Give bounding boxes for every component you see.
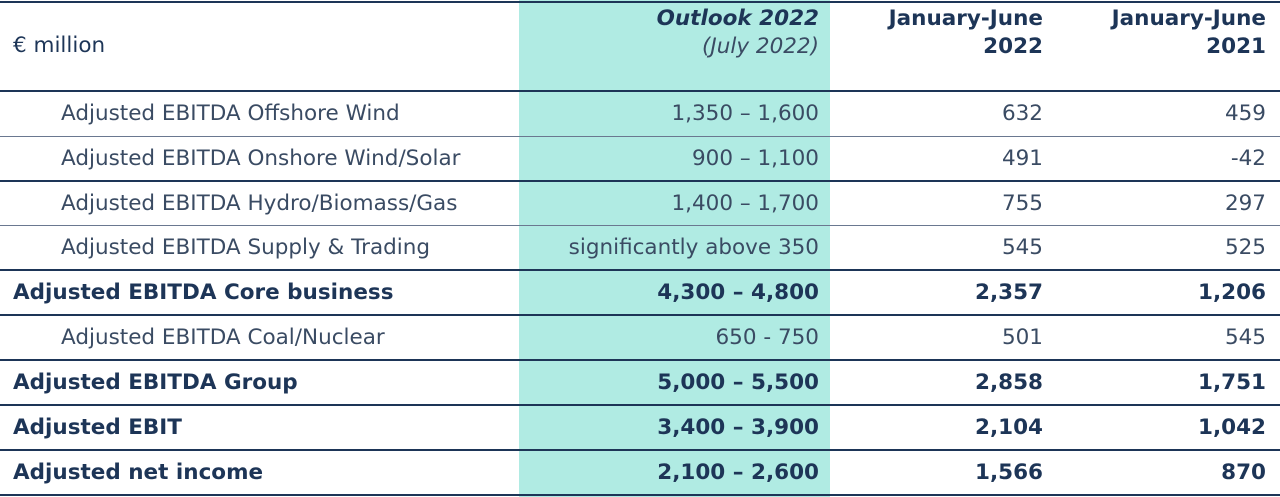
- row-label: Adjusted EBITDA Offshore Wind: [61, 101, 400, 126]
- top-rule: [0, 1, 1280, 3]
- row-h1-2021: 459: [1224, 101, 1266, 126]
- row-divider: [0, 136, 1280, 137]
- table-header: € million Outlook 2022 (July 2022) Janua…: [0, 0, 1280, 92]
- row-divider: [0, 359, 1280, 361]
- row-h1-2021: 1,751: [1197, 370, 1266, 395]
- row-label: Adjusted EBIT: [13, 415, 182, 440]
- row-outlook: significantly above 350: [568, 235, 819, 260]
- header-rule: [0, 90, 1280, 92]
- h1-2021-header-period: January-June: [1111, 6, 1266, 31]
- row-divider: [0, 449, 1280, 451]
- row-divider: [0, 225, 1280, 226]
- row-label: Adjusted EBITDA Group: [13, 370, 298, 395]
- table-row: Adjusted net income 2,100 – 2,600 1,566 …: [0, 450, 1280, 495]
- row-h1-2021: 1,206: [1197, 280, 1266, 305]
- row-h1-2022: 755: [1001, 191, 1043, 216]
- row-h1-2021: 525: [1224, 235, 1266, 260]
- row-h1-2022: 2,858: [974, 370, 1043, 395]
- row-outlook: 2,100 – 2,600: [657, 460, 819, 485]
- row-h1-2022: 632: [1001, 101, 1043, 126]
- outlook-header-title: Outlook 2022: [656, 6, 819, 31]
- row-h1-2022: 2,104: [974, 415, 1043, 440]
- outlook-header-subtitle: (July 2022): [702, 34, 819, 59]
- row-outlook: 5,000 – 5,500: [657, 370, 819, 395]
- h1-2022-header-period: January-June: [888, 6, 1043, 31]
- row-h1-2021: 297: [1224, 191, 1266, 216]
- row-h1-2021: -42: [1230, 146, 1266, 171]
- row-h1-2022: 501: [1001, 325, 1043, 350]
- table-row: Adjusted EBIT 3,400 – 3,900 2,104 1,042: [0, 405, 1280, 450]
- h1-2021-header-year: 2021: [1206, 34, 1266, 59]
- table-row: Adjusted EBITDA Onshore Wind/Solar 900 –…: [0, 136, 1280, 181]
- table-row: Adjusted EBITDA Core business 4,300 – 4,…: [0, 270, 1280, 315]
- row-label: Adjusted net income: [13, 460, 264, 485]
- row-divider: [0, 180, 1280, 182]
- unit-label: € million: [13, 33, 106, 58]
- row-h1-2022: 1,566: [974, 460, 1043, 485]
- row-outlook: 650 - 750: [715, 325, 819, 350]
- row-label: Adjusted EBITDA Onshore Wind/Solar: [61, 146, 461, 171]
- row-divider: [0, 269, 1280, 271]
- row-divider: [0, 404, 1280, 406]
- row-h1-2021: 870: [1221, 460, 1266, 485]
- outlook-column-highlight: [519, 0, 830, 497]
- row-label: Adjusted EBITDA Coal/Nuclear: [61, 325, 385, 350]
- row-outlook: 4,300 – 4,800: [657, 280, 819, 305]
- row-h1-2021: 545: [1224, 325, 1266, 350]
- h1-2022-header-year: 2022: [983, 34, 1043, 59]
- row-divider: [0, 314, 1280, 316]
- row-outlook: 1,350 – 1,600: [671, 101, 819, 126]
- table-row: Adjusted EBITDA Offshore Wind 1,350 – 1,…: [0, 91, 1280, 136]
- row-outlook: 1,400 – 1,700: [671, 191, 819, 216]
- table-row: Adjusted EBITDA Coal/Nuclear 650 - 750 5…: [0, 315, 1280, 360]
- row-label: Adjusted EBITDA Supply & Trading: [61, 235, 431, 260]
- bottom-rule: [0, 494, 1280, 496]
- table-row: Adjusted EBITDA Supply & Trading signifi…: [0, 225, 1280, 270]
- row-label: Adjusted EBITDA Hydro/Biomass/Gas: [61, 191, 458, 216]
- row-label: Adjusted EBITDA Core business: [13, 280, 394, 305]
- row-h1-2022: 491: [1001, 146, 1043, 171]
- row-outlook: 900 – 1,100: [691, 146, 819, 171]
- row-h1-2022: 2,357: [974, 280, 1043, 305]
- row-h1-2021: 1,042: [1197, 415, 1266, 440]
- row-h1-2022: 545: [1001, 235, 1043, 260]
- table-row: Adjusted EBITDA Hydro/Biomass/Gas 1,400 …: [0, 181, 1280, 226]
- table-row: Adjusted EBITDA Group 5,000 – 5,500 2,85…: [0, 360, 1280, 405]
- row-outlook: 3,400 – 3,900: [657, 415, 819, 440]
